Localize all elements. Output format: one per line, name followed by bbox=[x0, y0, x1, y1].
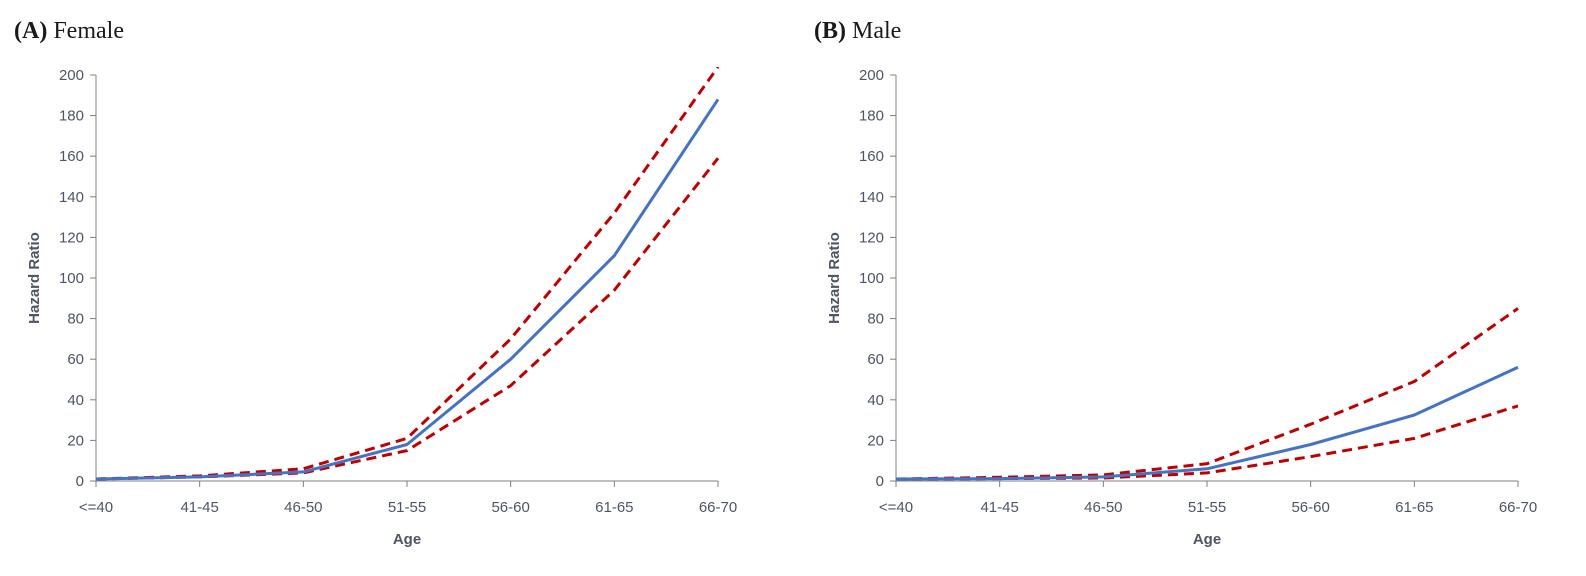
x-tick-label: 66-70 bbox=[699, 499, 737, 516]
panel-title-text: Female bbox=[53, 18, 124, 44]
y-tick-label: 20 bbox=[867, 432, 884, 449]
panel-title-text: Male bbox=[852, 18, 902, 44]
y-tick-label: 100 bbox=[859, 270, 884, 287]
x-tick-label: <=40 bbox=[79, 499, 113, 516]
x-tick-label: 41-45 bbox=[980, 499, 1018, 516]
y-tick-label: 160 bbox=[859, 148, 884, 165]
y-tick-label: 120 bbox=[59, 229, 84, 246]
x-tick-label: 56-60 bbox=[491, 499, 529, 516]
x-tick-label: 46-50 bbox=[1084, 499, 1122, 516]
series-line-estimate bbox=[96, 98, 720, 481]
x-tick-label: 51-55 bbox=[388, 499, 426, 516]
x-tick-label: 51-55 bbox=[1188, 499, 1226, 516]
x-tick-label: 66-70 bbox=[1499, 499, 1537, 516]
x-axis-title: Age bbox=[393, 531, 421, 548]
y-tick-label: 200 bbox=[859, 67, 884, 84]
y-tick-label: 60 bbox=[67, 351, 84, 368]
x-tick-label: <=40 bbox=[879, 499, 913, 516]
y-tick-label: 40 bbox=[867, 392, 884, 409]
y-axis-title: Hazard Ratio bbox=[26, 232, 43, 324]
y-tick-label: 120 bbox=[859, 229, 884, 246]
x-tick-label: 41-45 bbox=[180, 499, 218, 516]
chart-male: 0 20 40 60 80 100 120 140 160 180 200 <=40 41-45 46-5… bbox=[826, 67, 1537, 548]
y-tick-label: 20 bbox=[67, 432, 84, 449]
x-tick-label: 46-50 bbox=[284, 499, 322, 516]
y-tick-label: 0 bbox=[876, 473, 884, 490]
chart-female: 0 20 40 60 80 100 120 140 160 180 200 <=40 41-45 46-5… bbox=[26, 67, 737, 548]
series-line-estimate bbox=[896, 365, 1519, 481]
y-tick-label: 140 bbox=[59, 189, 84, 206]
panel-label: (B) bbox=[814, 18, 846, 44]
series-line-lower bbox=[96, 157, 720, 481]
panel-male: (B) Male 0 20 40 60 80 100 120 140 160 180 200 <=40… bbox=[800, 0, 1586, 576]
y-tick-label: 40 bbox=[67, 392, 84, 409]
panel-title-male: (B) Male bbox=[814, 18, 901, 45]
y-tick-label: 160 bbox=[59, 148, 84, 165]
y-tick-label: 180 bbox=[859, 108, 884, 125]
y-tick-label: 200 bbox=[59, 67, 84, 84]
y-tick-label: 180 bbox=[59, 108, 84, 125]
y-tick-label: 60 bbox=[867, 351, 884, 368]
y-tick-label: 140 bbox=[859, 189, 884, 206]
panel-female: (A) Female 0 20 40 60 80 100 120 140 160 180 200 <=… bbox=[14, 18, 737, 548]
x-axis-title: Age bbox=[1193, 531, 1221, 548]
y-tick-label: 80 bbox=[867, 311, 884, 328]
panel-label: (A) bbox=[14, 18, 48, 44]
panel-title-female: (A) Female bbox=[14, 18, 124, 45]
x-tick-label: 61-65 bbox=[1395, 499, 1433, 516]
y-tick-label: 100 bbox=[59, 270, 84, 287]
x-tick-label: 61-65 bbox=[595, 499, 633, 516]
x-tick-label: 56-60 bbox=[1291, 499, 1329, 516]
y-tick-label: 80 bbox=[67, 311, 84, 328]
series-line-upper bbox=[896, 307, 1519, 481]
series-line-upper bbox=[96, 67, 720, 481]
y-axis-title: Hazard Ratio bbox=[826, 232, 843, 324]
y-tick-label: 0 bbox=[76, 473, 84, 490]
